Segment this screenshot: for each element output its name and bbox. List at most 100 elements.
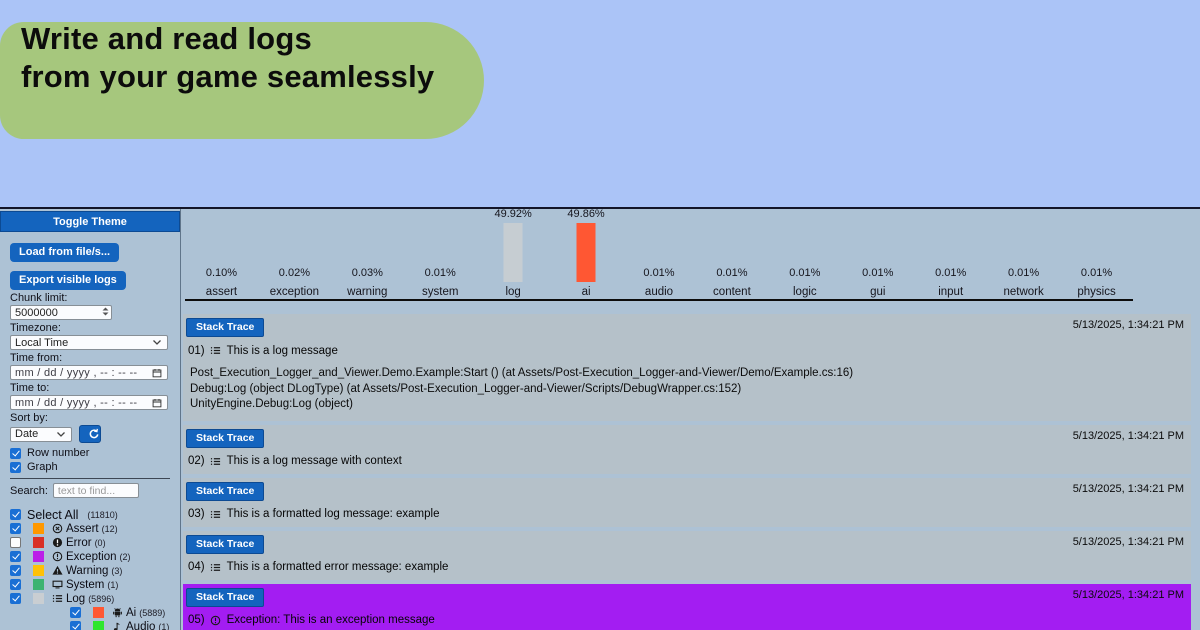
filter-label: Exception (66, 550, 117, 563)
log-message: This is a log message (226, 344, 338, 357)
calendar-icon[interactable] (151, 397, 163, 409)
error-icon (51, 537, 63, 549)
filter-label: Error (66, 536, 92, 549)
chart-category-label: input (938, 286, 964, 298)
filter-checkbox[interactable] (10, 565, 21, 576)
load-from-files-button[interactable]: Load from file/s... (10, 243, 120, 262)
log-timestamp: 5/13/2025, 1:34:21 PM (1072, 588, 1184, 601)
chart-value-label: 0.03% (351, 267, 383, 279)
log-row-number: 05) (188, 614, 205, 626)
log-type-filter-list: Assert (12) Error (0) Exception (2) Warn… (10, 522, 170, 630)
export-visible-logs-button[interactable]: Export visible logs (10, 271, 126, 290)
chart-column: 0.01% system (404, 209, 477, 299)
chart-category-label: assert (205, 286, 238, 298)
refresh-button[interactable] (79, 425, 101, 443)
filter-checkbox[interactable] (10, 593, 21, 604)
stack-trace-text: Post_Execution_Logger_and_Viewer.Demo.Ex… (190, 367, 854, 410)
page-title-line2: from your game seamlessly (21, 59, 435, 94)
filter-count: (1) (158, 621, 170, 630)
filter-checkbox[interactable] (10, 551, 21, 562)
chart-value-label: 0.02% (278, 267, 310, 279)
chart-category-label: log (505, 286, 521, 298)
filter-checkbox[interactable] (10, 537, 21, 548)
chart-column: 0.01% physics (1060, 209, 1133, 299)
chart-value-label: 0.10% (205, 267, 238, 279)
stack-trace-button[interactable]: Stack Trace (186, 587, 265, 607)
sidebar-divider (10, 478, 170, 479)
chart-column: 0.10% assert (185, 209, 258, 299)
chart-category-label: exception (269, 286, 319, 298)
warning-icon (51, 565, 63, 577)
sort-by-label: Sort by: (10, 412, 48, 424)
chart-category-label: physics (1077, 286, 1116, 298)
log-list: Stack Trace 5/13/2025, 1:34:21 PM 01) Th… (181, 314, 1200, 630)
search-input[interactable] (52, 483, 139, 498)
calendar-icon[interactable] (151, 367, 163, 379)
filter-count: (5896) (88, 593, 115, 604)
log-icon (210, 508, 222, 520)
filter-color-swatch (33, 579, 44, 590)
chart-column: 49.86% ai (550, 209, 623, 299)
filter-item-system: System (1) (10, 578, 170, 591)
stack-trace-button[interactable]: Stack Trace (186, 428, 265, 448)
chart-column: 0.03% warning (331, 209, 404, 299)
filter-count: (1) (107, 579, 119, 590)
graph-checkbox[interactable] (10, 461, 21, 473)
exception-icon (210, 614, 222, 626)
log-message: Exception: This is an exception message (226, 614, 435, 626)
chart-value-label: 0.01% (716, 267, 748, 279)
time-from-input[interactable]: mm / dd / yyyy , -- : -- -- (10, 365, 168, 380)
select-all-checkbox[interactable] (10, 509, 21, 520)
chunk-limit-value[interactable] (15, 306, 95, 319)
ai-icon (111, 607, 123, 619)
filter-count: (2) (119, 551, 131, 562)
stack-trace-button[interactable]: Stack Trace (186, 481, 265, 501)
filter-checkbox[interactable] (10, 579, 21, 590)
number-spinner-icon[interactable] (102, 307, 109, 316)
log-viewer-app: Toggle Theme Load from file/s... Export … (0, 207, 1200, 630)
filter-label: Audio (126, 620, 156, 630)
chunk-limit-input[interactable] (10, 305, 112, 320)
row-number-checkbox[interactable] (10, 447, 21, 459)
refresh-icon (88, 428, 100, 440)
log-icon (210, 455, 222, 467)
filter-label: System (66, 578, 105, 591)
filter-checkbox[interactable] (70, 621, 81, 630)
chevron-down-icon (55, 428, 67, 440)
time-to-label: Time to: (10, 382, 50, 394)
chart-column: 0.01% gui (841, 209, 914, 299)
filter-checkbox[interactable] (10, 523, 21, 534)
assert-icon (51, 523, 63, 535)
log-row-number: 02) (188, 455, 205, 467)
chart-column: 0.01% logic (768, 209, 841, 299)
chart-value-label: 0.01% (1080, 267, 1113, 279)
filter-count: (12) (101, 523, 118, 534)
time-to-input[interactable]: mm / dd / yyyy , -- : -- -- (10, 395, 168, 410)
chart-category-label: content (713, 286, 751, 298)
sort-selected-value: Date (15, 428, 39, 440)
log-timestamp: 5/13/2025, 1:34:21 PM (1072, 482, 1184, 495)
timezone-select[interactable]: Local Time (10, 335, 168, 350)
chart-column: 49.92% log (477, 209, 550, 299)
filter-label: Ai (126, 606, 137, 619)
filter-checkbox[interactable] (70, 607, 81, 618)
filter-color-swatch (33, 593, 44, 604)
chart-bar (576, 223, 596, 282)
select-all-label: Select All (27, 507, 79, 522)
chart-value-label: 0.01% (424, 267, 456, 279)
chunk-limit-label: Chunk limit: (10, 292, 68, 304)
log-distribution-chart: 0.10% assert 0.02% exception 0.03% warni… (185, 209, 1133, 301)
log-icon (51, 593, 63, 605)
chart-bar (503, 223, 523, 282)
chart-category-label: logic (793, 286, 817, 298)
toggle-theme-button[interactable]: Toggle Theme (0, 211, 180, 232)
filter-item-assert: Assert (12) (10, 522, 170, 535)
select-all-row: Select All (11810) (10, 507, 170, 522)
filter-count: (5889) (139, 607, 166, 618)
stack-trace-button[interactable]: Stack Trace (186, 534, 265, 554)
stack-trace-button[interactable]: Stack Trace (186, 318, 265, 337)
log-row-number: 01) (188, 344, 205, 357)
filter-count: (0) (94, 537, 106, 548)
hero-banner: Write and read logs from your game seaml… (0, 0, 1200, 207)
sort-select[interactable]: Date (10, 426, 72, 442)
